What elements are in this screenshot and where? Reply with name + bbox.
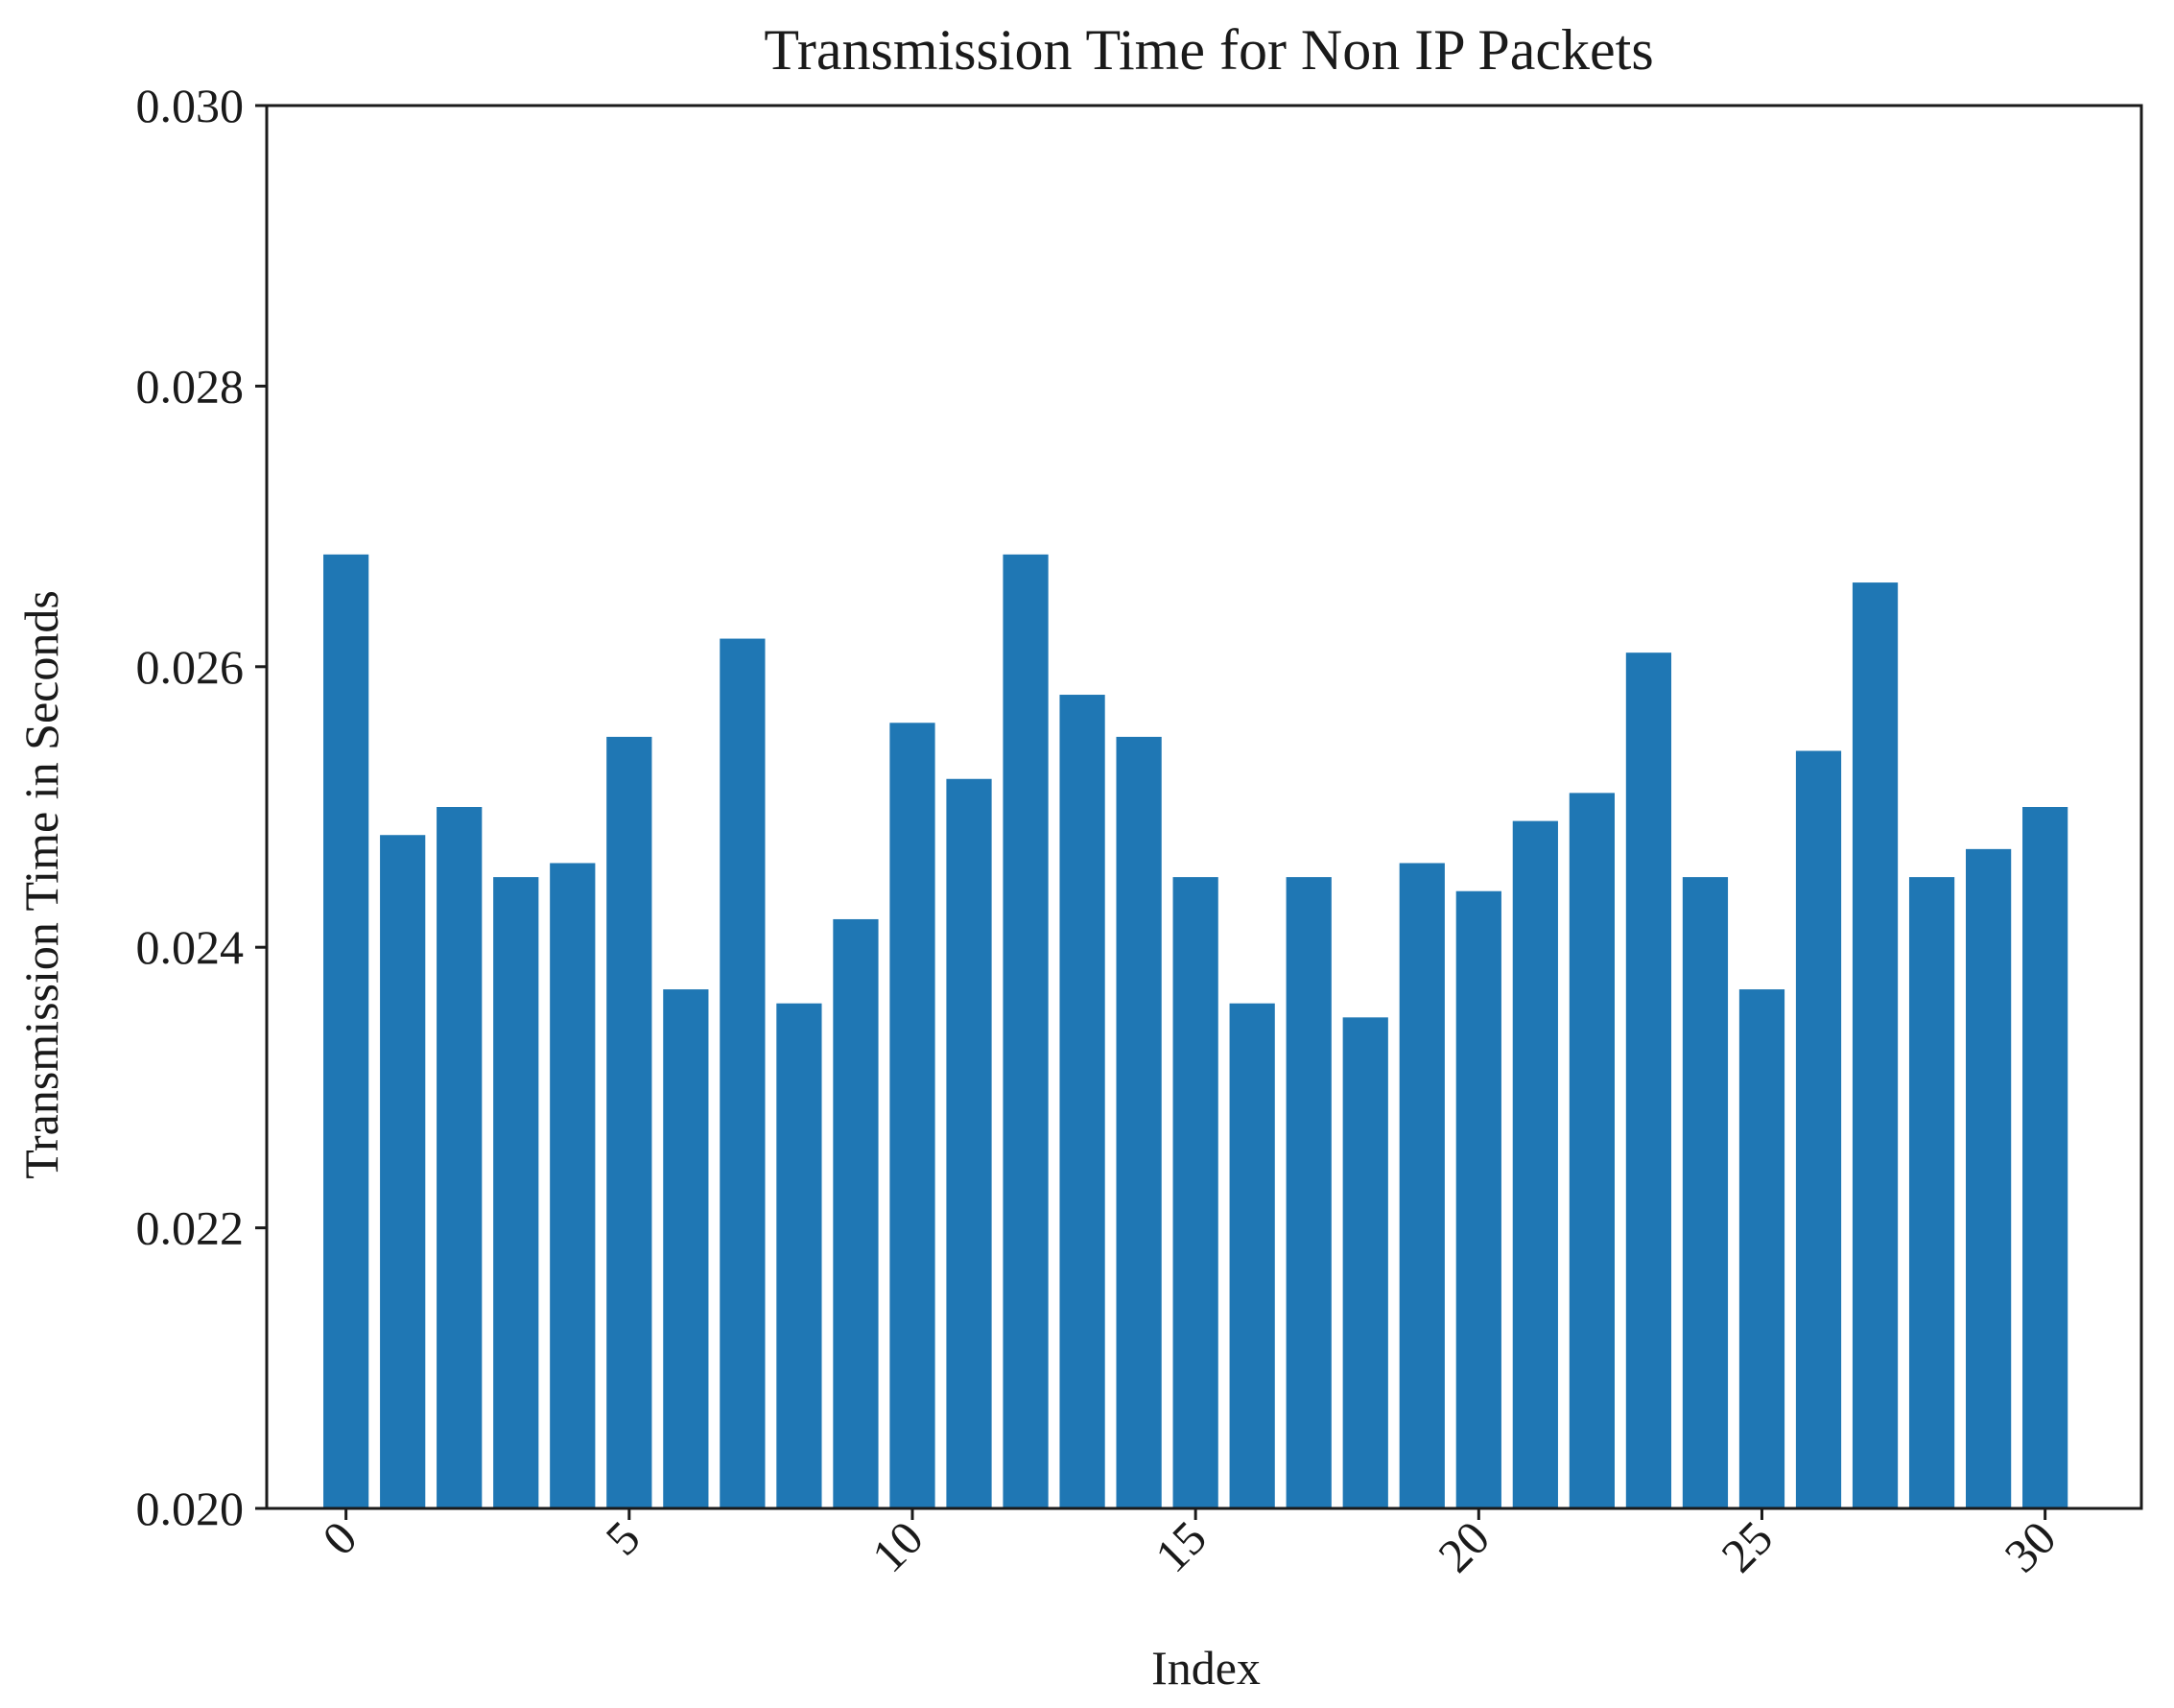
bar-14 [1116,736,1162,1508]
bar-28 [1908,877,1955,1508]
x-tick-label: 0 [312,1510,366,1565]
x-ticks-group: 0 5 10 15 20 25 30 [312,1508,2066,1582]
bar-9 [833,918,879,1508]
bar-17 [1286,877,1332,1508]
bar-11 [946,778,992,1508]
x-tick-label: 30 [1994,1510,2066,1582]
y-tick-label: 0.026 [136,640,245,694]
chart-title: Transmission Time for Non IP Packets [764,18,1653,82]
y-tick-label: 0.028 [136,359,245,413]
y-tick-label: 0.020 [136,1482,245,1535]
bar-19 [1399,863,1445,1508]
bar-20 [1455,890,1501,1508]
bar-12 [1003,554,1049,1508]
plot-frame [265,104,2143,1510]
bar-4 [550,863,596,1508]
bar-29 [1965,848,2012,1508]
bar-21 [1512,820,1558,1508]
bar-13 [1059,695,1105,1508]
bar-8 [776,1003,822,1508]
y-tick-label: 0.030 [136,79,245,132]
bar-3 [493,877,539,1508]
bar-18 [1342,1017,1388,1508]
bar-5 [606,736,652,1508]
bar-0 [323,554,369,1508]
bar-7 [720,638,766,1508]
bar-30 [2022,807,2068,1508]
bar-15 [1172,877,1218,1508]
bar-27 [1852,582,1899,1508]
bar-16 [1229,1003,1275,1508]
x-tick-label: 10 [862,1510,933,1582]
x-tick-label: 25 [1711,1510,1783,1582]
y-tick-label: 0.024 [136,920,245,974]
y-tick-label: 0.022 [136,1201,245,1255]
bar-22 [1569,793,1615,1508]
x-tick-label: 15 [1145,1510,1217,1582]
bar-1 [380,835,426,1508]
x-axis-label: Index [1151,1641,1261,1695]
bar-10 [889,723,935,1508]
y-ticks-group: 0.020 0.022 0.024 0.026 0.028 0.030 [136,79,267,1535]
bars-group [323,554,2068,1508]
bar-23 [1625,652,1672,1508]
bar-6 [663,989,709,1508]
y-axis-label: Transmission Time in Seconds [14,590,68,1179]
x-tick-label: 5 [595,1510,650,1565]
bar-24 [1682,877,1729,1508]
bar-25 [1738,989,1785,1508]
bar-26 [1795,750,1842,1508]
bar-2 [437,807,483,1508]
x-tick-label: 20 [1428,1510,1500,1582]
